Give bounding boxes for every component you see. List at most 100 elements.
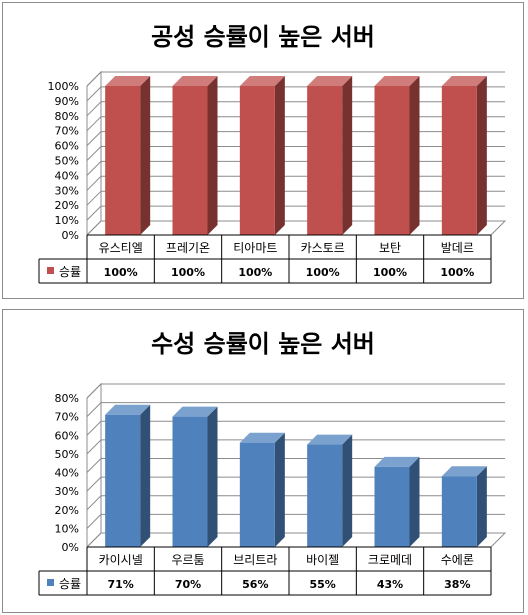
y-tick-label: 20% bbox=[55, 199, 79, 212]
bar-front bbox=[374, 466, 410, 547]
bar-top bbox=[441, 466, 487, 477]
gridline bbox=[86, 513, 505, 529]
y-tick-label: 0% bbox=[62, 541, 79, 554]
bar bbox=[172, 76, 218, 235]
bar bbox=[374, 76, 420, 235]
category-label: 보탄 bbox=[379, 241, 401, 255]
data-label: 43% bbox=[377, 578, 403, 591]
bar-top bbox=[105, 404, 151, 415]
bar-side bbox=[274, 76, 285, 235]
bar bbox=[105, 76, 151, 235]
gridline bbox=[86, 220, 505, 236]
data-label: 71% bbox=[107, 578, 133, 591]
y-tick-label: 60% bbox=[55, 140, 79, 153]
bar bbox=[239, 432, 285, 547]
gridline bbox=[86, 476, 505, 492]
gridline bbox=[86, 116, 505, 132]
bar-side bbox=[140, 76, 151, 235]
siege-chart-panel: 공성 승률이 높은 서버 0% 10% 20% 30% 40% 50% 60% 70% 80% 9… bbox=[2, 2, 524, 299]
defense-chart-panel: 수성 승률이 높은 서버 0% 10% 20% 30% 40% 50% 60% 70% 80% 카… bbox=[2, 309, 524, 613]
bar bbox=[441, 466, 487, 547]
y-tick-label: 10% bbox=[55, 522, 79, 535]
y-tick-label: 90% bbox=[55, 95, 79, 108]
bar-front bbox=[307, 444, 343, 547]
bar-top bbox=[374, 456, 420, 467]
data-label: 100% bbox=[238, 266, 272, 279]
y-tick-label: 40% bbox=[55, 467, 79, 480]
category-label: 브리트라 bbox=[233, 553, 277, 567]
bar bbox=[441, 76, 487, 235]
bar-front bbox=[172, 416, 208, 547]
bar-side bbox=[207, 76, 218, 235]
bar bbox=[239, 76, 285, 235]
category-label: 크로메데 bbox=[368, 553, 412, 567]
data-label: 70% bbox=[175, 578, 201, 591]
gridline bbox=[86, 458, 505, 473]
gridline bbox=[86, 383, 505, 399]
category-label: 바이젤 bbox=[306, 553, 339, 567]
bar-side bbox=[476, 76, 487, 235]
gridline bbox=[86, 532, 505, 548]
y-tick-label: 10% bbox=[55, 214, 79, 227]
y-tick-label: 60% bbox=[55, 429, 79, 442]
chart-title: 공성 승률이 높은 서버 bbox=[151, 23, 375, 51]
bar-front bbox=[441, 476, 477, 547]
data-label: 56% bbox=[242, 578, 268, 591]
legend-label: 승률 bbox=[59, 265, 81, 279]
gridline bbox=[86, 190, 505, 206]
bar-top bbox=[374, 76, 420, 86]
category-label: 티아마트 bbox=[233, 241, 277, 255]
y-tick-label: 30% bbox=[55, 485, 79, 498]
category-label: 카스토르 bbox=[301, 241, 345, 255]
gridline bbox=[86, 205, 505, 221]
bar-top bbox=[172, 76, 218, 86]
y-tick-label: 20% bbox=[55, 504, 79, 517]
category-label: 수에론 bbox=[441, 553, 474, 567]
bar-side bbox=[274, 432, 285, 547]
data-label: 100% bbox=[104, 266, 138, 279]
category-label: 우르툼 bbox=[171, 553, 204, 567]
bar-front bbox=[239, 442, 275, 547]
data-label: 55% bbox=[309, 578, 335, 591]
y-tick-label: 40% bbox=[55, 169, 79, 182]
bar-top bbox=[172, 406, 218, 417]
y-tick-label: 80% bbox=[55, 392, 79, 405]
y-tick-label: 70% bbox=[55, 411, 79, 424]
y-tick-label: 80% bbox=[55, 110, 79, 123]
bar-top bbox=[239, 76, 285, 86]
bar bbox=[105, 404, 151, 547]
data-label: 38% bbox=[444, 578, 470, 591]
bar bbox=[374, 456, 420, 547]
bar-top bbox=[441, 76, 487, 86]
data-label: 100% bbox=[373, 266, 407, 279]
gridline bbox=[86, 160, 505, 176]
bar-top bbox=[105, 76, 151, 86]
bar-front bbox=[374, 86, 410, 235]
category-label: 카이시넬 bbox=[99, 553, 143, 567]
bar-top bbox=[307, 434, 353, 445]
bar-front bbox=[307, 86, 343, 235]
gridline bbox=[86, 495, 505, 511]
bar-side bbox=[409, 456, 420, 547]
gridline bbox=[86, 101, 505, 117]
data-label: 100% bbox=[171, 266, 205, 279]
bar-side bbox=[207, 406, 218, 547]
chart-title: 수성 승률이 높은 서버 bbox=[151, 330, 375, 358]
data-label: 100% bbox=[306, 266, 340, 279]
bar-side bbox=[476, 466, 487, 547]
bar-front bbox=[105, 414, 141, 547]
y-tick-label: 0% bbox=[62, 229, 79, 242]
gridline bbox=[86, 420, 505, 436]
y-tick-label: 100% bbox=[48, 80, 79, 93]
bar-side bbox=[342, 76, 353, 235]
legend-swatch bbox=[47, 267, 54, 274]
bar-front bbox=[441, 86, 477, 235]
gridline bbox=[86, 131, 505, 146]
gridline bbox=[86, 146, 505, 161]
y-tick-label: 70% bbox=[55, 125, 79, 138]
bar-front bbox=[105, 86, 141, 235]
bar-side bbox=[140, 404, 151, 547]
category-label: 유스티엘 bbox=[99, 241, 143, 255]
bar bbox=[307, 76, 353, 235]
bar-side bbox=[342, 434, 353, 547]
